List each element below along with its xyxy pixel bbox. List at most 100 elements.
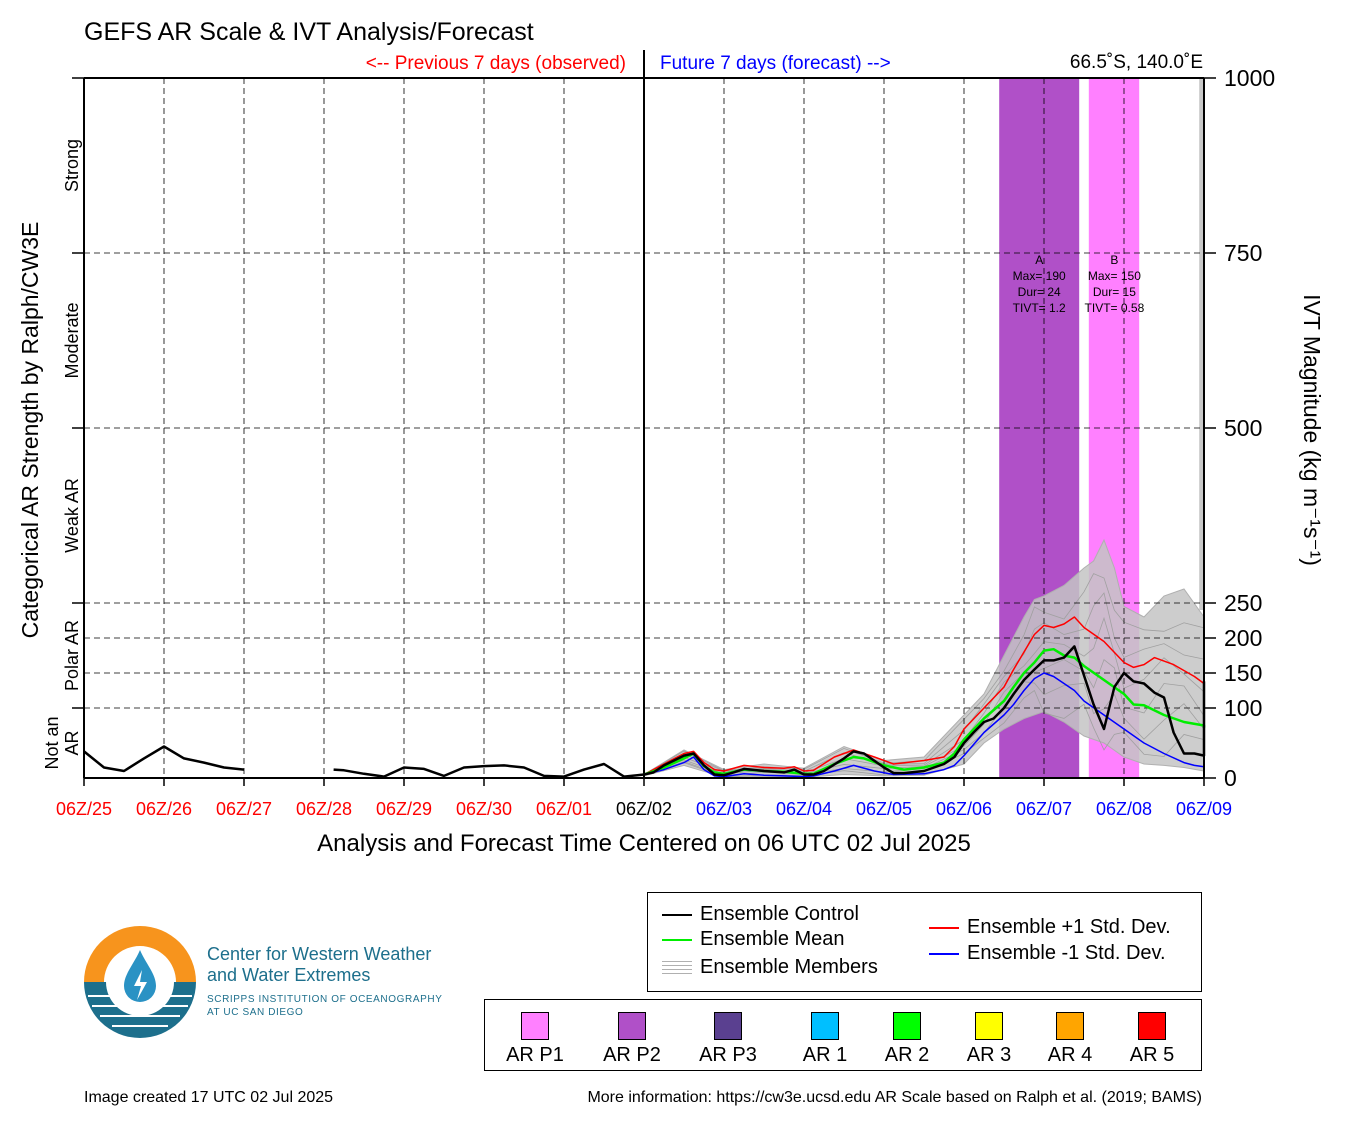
category-label-text: Not an bbox=[42, 716, 62, 769]
label-ar-4: AR 4 bbox=[1047, 1044, 1093, 1066]
legend-item-minus-std: Ensemble -1 Std. Dev. bbox=[929, 942, 1166, 964]
swatch-ar-p1 bbox=[521, 1012, 549, 1040]
event-b-line: B bbox=[1110, 253, 1118, 267]
x-tick-label: 06Z/01 bbox=[536, 799, 592, 819]
y-tick-label: 200 bbox=[1224, 625, 1262, 651]
legend-item-mean: Ensemble Mean bbox=[662, 928, 845, 950]
label-ar-p2: AR P2 bbox=[603, 1044, 661, 1066]
x-tick-label: 06Z/25 bbox=[56, 799, 112, 819]
category-label-text: Moderate bbox=[62, 302, 82, 378]
y-tick-label: 1000 bbox=[1224, 65, 1275, 91]
label-ar-p1: AR P1 bbox=[506, 1044, 564, 1066]
category-ar-p2: AR P2 bbox=[592, 1012, 672, 1067]
legend-swatch-mean bbox=[662, 938, 692, 941]
category-label-text: AR bbox=[62, 730, 82, 755]
series-line-ensemble-1-std-dev bbox=[643, 616, 1205, 776]
series-line-ensemble-control bbox=[83, 745, 245, 773]
y-tick-label: 500 bbox=[1224, 415, 1262, 441]
y-tick-label: 0 bbox=[1224, 765, 1237, 791]
x-tick-label: 06Z/06 bbox=[936, 799, 992, 819]
category-ar-p1: AR P1 bbox=[495, 1012, 575, 1067]
location-label: 66.5˚S, 140.0˚E bbox=[1070, 52, 1203, 73]
event-a-line: Dur= 24 bbox=[1018, 285, 1061, 299]
event-annotation-a: A Max= 190 Dur= 24 TIVT= 1.2 bbox=[1013, 253, 1066, 315]
chart-title: GEFS AR Scale & IVT Analysis/Forecast bbox=[84, 18, 534, 46]
legend-swatch-plus-std bbox=[929, 926, 959, 929]
ar-category-legend: AR P1 AR P2 AR P3 AR 1 AR 2 AR 3 AR 4 AR… bbox=[484, 999, 1202, 1071]
left-axis-title: Categorical AR Strength by Ralph/CW3E bbox=[17, 222, 43, 639]
plot-area: A Max= 190 Dur= 24 TIVT= 1.2 B Max= 150 Dur= 1… bbox=[42, 50, 1275, 819]
event-b-line: TIVT= 0.58 bbox=[1085, 301, 1145, 315]
swatch-ar-4 bbox=[1056, 1012, 1084, 1040]
swatch-ar-3 bbox=[975, 1012, 1003, 1040]
label-ar-1: AR 1 bbox=[802, 1044, 848, 1066]
image-created-label: Image created 17 UTC 02 Jul 2025 bbox=[84, 1089, 334, 1106]
event-a-line: TIVT= 1.2 bbox=[1013, 301, 1066, 315]
label-ar-p3: AR P3 bbox=[699, 1044, 757, 1066]
category-label-text: Weak AR bbox=[62, 478, 82, 553]
legend-label-mean: Ensemble Mean bbox=[700, 928, 845, 950]
lightning-icon bbox=[134, 970, 147, 1000]
legend-item-plus-std: Ensemble +1 Std. Dev. bbox=[929, 916, 1171, 938]
category-ar-3: AR 3 bbox=[949, 1012, 1029, 1067]
x-tick-label: 06Z/26 bbox=[136, 799, 192, 819]
category-label-text: Polar AR bbox=[62, 620, 82, 691]
logo-subtitle-line-1: SCRIPPS INSTITUTION OF OCEANOGRAPHY bbox=[207, 994, 443, 1005]
x-tick-label: 06Z/08 bbox=[1096, 799, 1152, 819]
x-tick-label: 06Z/03 bbox=[696, 799, 752, 819]
ar-band-unknown bbox=[1199, 78, 1204, 610]
x-tick-label: 06Z/30 bbox=[456, 799, 512, 819]
event-b-line: Dur= 15 bbox=[1093, 285, 1136, 299]
category-ar-2: AR 2 bbox=[867, 1012, 947, 1067]
label-ar-3: AR 3 bbox=[966, 1044, 1012, 1066]
series-line-ensemble-control bbox=[643, 645, 1206, 777]
category-label-strong: Strong bbox=[62, 139, 82, 192]
x-tick-label: 06Z/28 bbox=[296, 799, 352, 819]
legend-item-control: Ensemble Control bbox=[662, 903, 859, 925]
ivt-chart: GEFS AR Scale & IVT Analysis/Forecast <-… bbox=[17, 18, 1325, 857]
legend-label-plus-std: Ensemble +1 Std. Dev. bbox=[967, 916, 1171, 938]
event-a-line: Max= 190 bbox=[1013, 269, 1066, 283]
category-ar-5: AR 5 bbox=[1112, 1012, 1192, 1067]
series-line-ensemble-1-std-dev bbox=[643, 672, 1205, 778]
y-tick-label: 750 bbox=[1224, 240, 1262, 266]
legend-label-members: Ensemble Members bbox=[700, 956, 878, 978]
logo-subtitle-line-2: AT UC SAN DIEGO bbox=[207, 1007, 304, 1018]
swatch-ar-p2 bbox=[618, 1012, 646, 1040]
x-tick-label: 06Z/02 bbox=[616, 799, 672, 819]
event-b-line: Max= 150 bbox=[1088, 269, 1141, 283]
x-tick-label: 06Z/09 bbox=[1176, 799, 1232, 819]
category-ar-p3: AR P3 bbox=[688, 1012, 768, 1067]
legend-swatch-control bbox=[662, 913, 692, 916]
x-tick-label: 06Z/04 bbox=[776, 799, 832, 819]
logo-title-line-2: and Water Extremes bbox=[207, 965, 371, 985]
category-label-polar-ar: Polar AR bbox=[62, 620, 82, 691]
event-annotation-b: B Max= 150 Dur= 15 TIVT= 0.58 bbox=[1085, 253, 1145, 315]
logo-sun-arc bbox=[84, 926, 196, 982]
category-ar-1: AR 1 bbox=[785, 1012, 865, 1067]
x-tick-label: 06Z/07 bbox=[1016, 799, 1072, 819]
event-a-line: A bbox=[1035, 253, 1043, 267]
y-tick-label: 150 bbox=[1224, 660, 1262, 686]
legend-label-control: Ensemble Control bbox=[700, 903, 859, 925]
swatch-ar-p3 bbox=[714, 1012, 742, 1040]
legend-item-members: Ensemble Members bbox=[662, 956, 878, 978]
right-axis-title: IVT Magnitude (kg m⁻¹s⁻¹) bbox=[1299, 294, 1325, 566]
x-tick-label: 06Z/27 bbox=[216, 799, 272, 819]
logo-title-line-1: Center for Western Weather bbox=[207, 944, 432, 964]
category-label-not-an-ar: Not an AR bbox=[42, 716, 82, 769]
category-label-weak-ar: Weak AR bbox=[62, 478, 82, 553]
series-line-ensemble-control bbox=[333, 762, 645, 778]
x-axis-title: Analysis and Forecast Time Centered on 0… bbox=[317, 830, 971, 857]
more-info-label: More information: https://cw3e.ucsd.edu … bbox=[587, 1089, 1202, 1106]
label-ar-2: AR 2 bbox=[884, 1044, 930, 1066]
legend-swatch-minus-std bbox=[929, 952, 959, 955]
legend-swatch-members bbox=[662, 960, 692, 975]
x-tick-label: 06Z/29 bbox=[376, 799, 432, 819]
swatch-ar-1 bbox=[811, 1012, 839, 1040]
swatch-ar-5 bbox=[1138, 1012, 1166, 1040]
x-tick-label: 06Z/05 bbox=[856, 799, 912, 819]
y-tick-label: 250 bbox=[1224, 590, 1262, 616]
series-legend: Ensemble Control Ensemble Mean Ensemble … bbox=[647, 892, 1202, 992]
category-label-text: Strong bbox=[62, 139, 82, 192]
